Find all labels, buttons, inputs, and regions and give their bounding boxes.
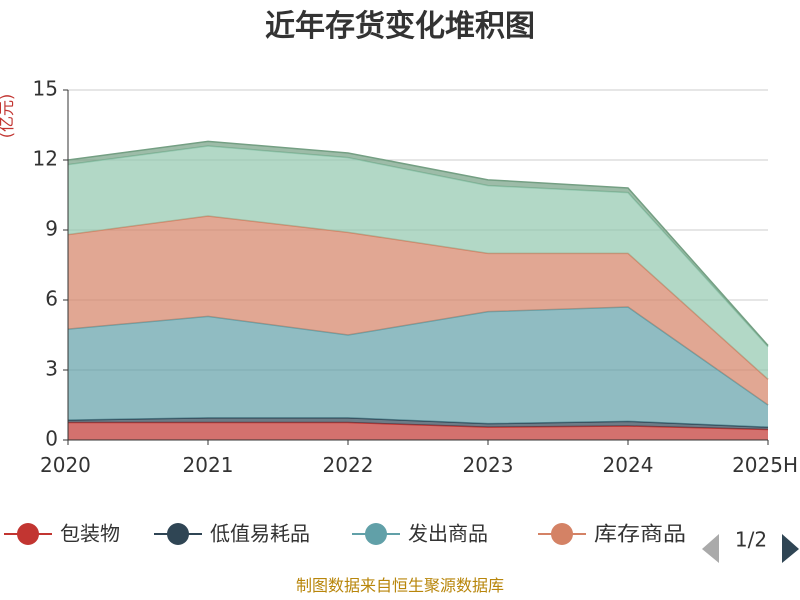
legend-label: 发出商品 — [408, 522, 488, 546]
legend-prev-icon[interactable] — [702, 534, 719, 563]
legend-marker-icon — [365, 523, 387, 545]
series-line-6 — [67, 140, 769, 346]
y-tick-label: 12 — [33, 147, 58, 171]
area-series-2[interactable] — [68, 417, 768, 430]
area-series-3[interactable] — [68, 307, 768, 428]
area-series — [67, 140, 769, 440]
legend-item-4[interactable]: 库存商品 — [538, 522, 686, 546]
legend-next-icon[interactable] — [782, 534, 799, 563]
legend-pager[interactable]: 1/2 — [702, 528, 799, 564]
y-tick-label: 6 — [45, 287, 58, 311]
legend-item-3[interactable]: 发出商品 — [352, 522, 488, 546]
y-tick-label: 9 — [45, 217, 58, 241]
area-series-4[interactable] — [68, 216, 768, 405]
x-tick-label: 2024 — [603, 453, 654, 477]
legend[interactable]: 包装物 低值易耗品 发出商品 库存商品 — [4, 522, 686, 546]
chart-title: 近年存货变化堆积图 — [265, 9, 535, 44]
x-tick-label: 2023 — [463, 453, 514, 477]
source-note: 制图数据来自恒生聚源数据库 — [296, 576, 504, 595]
y-tick-label: 0 — [45, 427, 58, 451]
area-series-5[interactable] — [68, 146, 768, 380]
x-tick-label: 2021 — [183, 453, 234, 477]
legend-label: 库存商品 — [594, 522, 686, 546]
x-tick-label: 2022 — [323, 453, 374, 477]
axes: 0 3 6 9 12 15 2020 2021 2022 2023 2024 2025H — [33, 77, 798, 478]
legend-page-indicator: 1/2 — [735, 528, 767, 552]
x-tick-label: 2025H — [732, 453, 798, 477]
legend-item-2[interactable]: 低值易耗品 — [154, 522, 310, 546]
legend-marker-icon — [167, 523, 189, 545]
legend-label: 包装物 — [60, 522, 120, 546]
legend-item-1[interactable]: 包装物 — [4, 522, 120, 546]
legend-label: 低值易耗品 — [210, 522, 310, 546]
legend-marker-icon — [17, 523, 39, 545]
y-tick-label: 3 — [45, 357, 58, 381]
legend-marker-icon — [551, 523, 573, 545]
y-tick-label: 15 — [33, 77, 58, 101]
x-tick-label: 2020 — [40, 453, 91, 477]
y-axis-label: (亿元) — [0, 94, 16, 139]
